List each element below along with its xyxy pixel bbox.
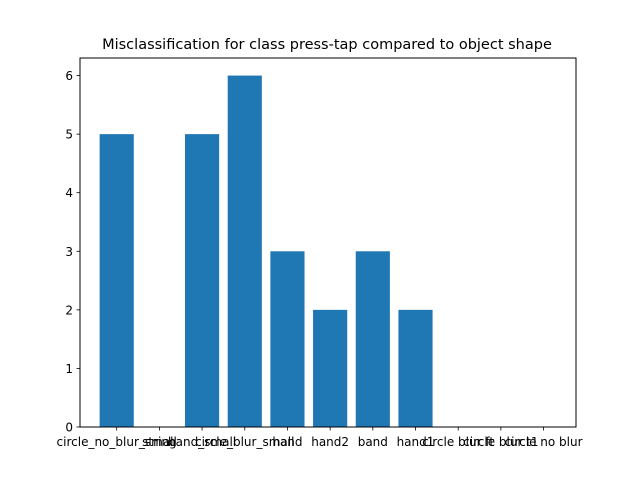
- y-tick-label: 2: [65, 303, 73, 317]
- bar: [99, 134, 134, 427]
- x-axis: circle_no_blur_smallstringhand_smallcirc…: [57, 427, 583, 449]
- x-tick-label: string: [142, 435, 176, 449]
- x-tick-label: circle blur ft: [422, 435, 494, 449]
- y-tick-label: 4: [65, 186, 73, 200]
- chart-title: Misclassification for class press-tap co…: [102, 37, 552, 53]
- x-tick-label: band: [358, 435, 388, 449]
- x-tick-label: hand: [272, 435, 302, 449]
- y-axis: 0 1 2 3 4 5 6: [65, 69, 80, 435]
- bars-group: [99, 75, 433, 428]
- x-tick-label: circle no blur: [505, 435, 583, 449]
- y-tick-label: 6: [65, 69, 73, 83]
- x-tick-label: circle blur t1: [463, 435, 538, 449]
- x-tick-label: hand1: [397, 435, 435, 449]
- x-tick-label: hand_small: [168, 435, 236, 449]
- y-tick-label: 0: [65, 421, 73, 435]
- bar: [398, 309, 433, 427]
- plot-frame: [79, 57, 577, 428]
- bar: [313, 309, 348, 427]
- bar: [270, 251, 305, 427]
- bar: [355, 251, 390, 427]
- bar: [185, 134, 220, 427]
- x-tick-label: hand2: [311, 435, 349, 449]
- bar: [227, 75, 262, 428]
- x-tick-label: circle_no_blur_small: [57, 435, 177, 449]
- y-tick-label: 5: [65, 128, 73, 142]
- y-tick-label: 1: [65, 362, 73, 376]
- x-tick-label: circle_blur_small: [195, 435, 294, 449]
- y-tick-label: 3: [65, 245, 73, 259]
